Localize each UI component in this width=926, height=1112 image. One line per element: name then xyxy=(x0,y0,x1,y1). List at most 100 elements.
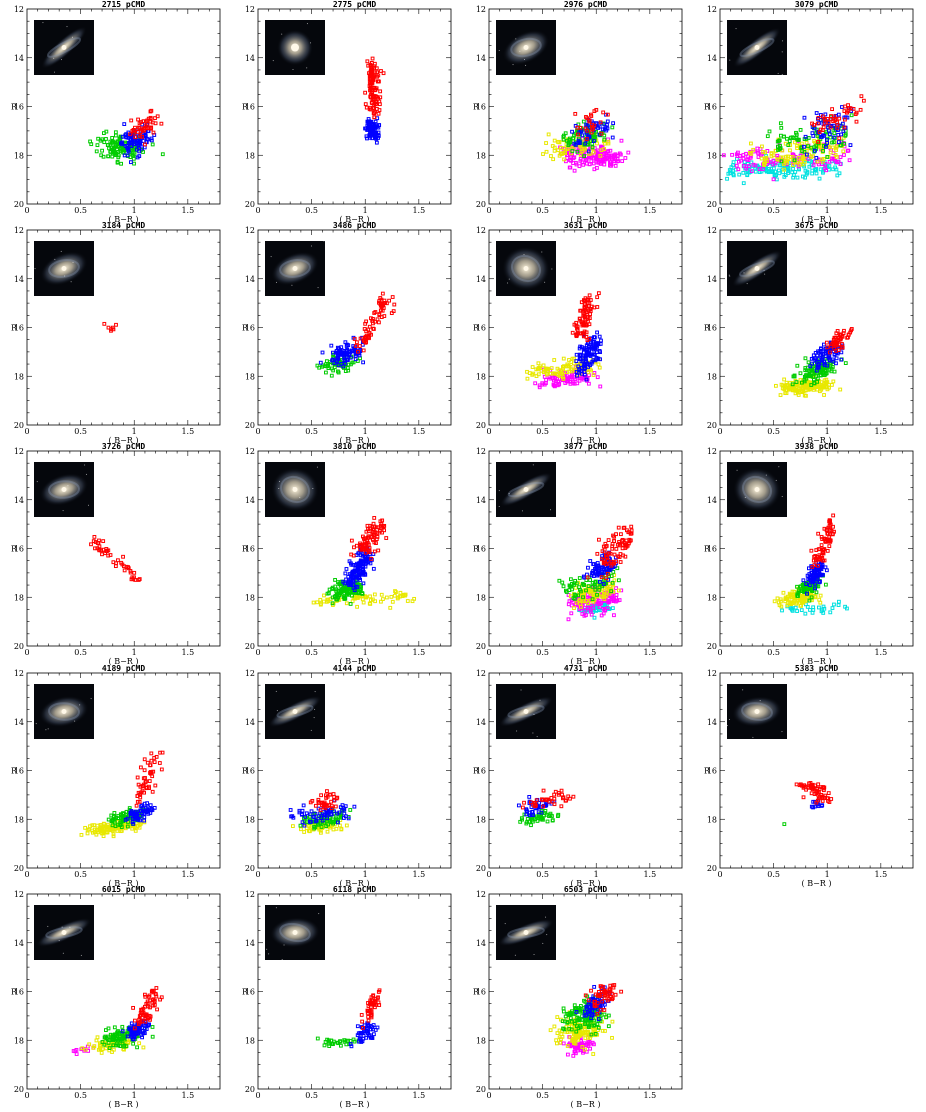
data-point xyxy=(369,88,374,93)
data-point xyxy=(160,152,165,157)
elliptical-galaxy-icon xyxy=(265,20,325,75)
data-point xyxy=(786,171,790,175)
y-tick-label: 12 xyxy=(14,5,24,14)
data-point xyxy=(111,149,116,154)
data-point xyxy=(577,141,582,145)
data-point xyxy=(589,114,594,118)
data-point xyxy=(106,154,110,159)
data-point xyxy=(121,146,125,151)
data-point xyxy=(369,69,373,74)
y-tick-label: 14 xyxy=(14,54,24,63)
panel-title: 2976 pCMD xyxy=(564,0,608,9)
data-point xyxy=(578,152,583,157)
data-point xyxy=(586,149,591,154)
x-tick-label: 0.5 xyxy=(74,206,87,215)
data-point xyxy=(604,153,609,158)
y-tick-label: 16 xyxy=(476,103,486,112)
data-point xyxy=(549,154,553,158)
data-point xyxy=(114,140,119,145)
data-point xyxy=(126,146,131,151)
data-point xyxy=(373,130,378,135)
data-point xyxy=(618,152,623,157)
data-point xyxy=(109,145,114,150)
x-axis-label: ( B−R ) xyxy=(109,215,139,224)
data-point xyxy=(377,108,382,112)
data-point xyxy=(544,149,549,154)
y-tick-label: 12 xyxy=(245,5,255,14)
data-point xyxy=(567,141,571,146)
y-tick-label: 20 xyxy=(707,200,717,209)
data-point xyxy=(552,145,557,150)
y-tick-label: 12 xyxy=(476,5,486,14)
data-point xyxy=(613,163,618,168)
data-point xyxy=(88,139,93,144)
y-tick-label: 16 xyxy=(14,103,24,112)
x-tick-label: 0.5 xyxy=(767,206,780,215)
data-point xyxy=(626,150,631,155)
data-point xyxy=(602,141,607,146)
y-tick-label: 20 xyxy=(476,200,486,209)
data-point xyxy=(567,165,572,170)
spiral-galaxy-icon xyxy=(496,20,556,75)
data-point xyxy=(569,154,574,159)
data-point xyxy=(591,127,595,131)
data-point xyxy=(148,109,153,114)
edge-spiral-galaxy-icon xyxy=(727,20,787,75)
data-point xyxy=(737,172,742,177)
data-point xyxy=(580,133,585,138)
data-point xyxy=(602,162,607,167)
data-point xyxy=(94,149,99,154)
series-blue xyxy=(363,116,382,145)
data-point xyxy=(150,120,155,125)
data-point xyxy=(557,153,562,158)
panel-title: 3079 pCMD xyxy=(795,0,839,9)
data-point xyxy=(606,139,611,144)
y-tick-label: 18 xyxy=(14,151,24,160)
data-point xyxy=(365,59,370,64)
data-point xyxy=(569,158,573,163)
data-point xyxy=(576,132,580,137)
data-point xyxy=(611,121,616,126)
data-point xyxy=(144,136,149,141)
data-point xyxy=(565,138,569,143)
data-point xyxy=(598,153,603,158)
data-point xyxy=(588,155,593,160)
data-point xyxy=(140,134,144,139)
data-point xyxy=(592,109,597,114)
data-point xyxy=(582,154,587,159)
data-point xyxy=(95,143,100,148)
data-point xyxy=(363,102,368,107)
data-point xyxy=(107,146,111,151)
data-point xyxy=(598,159,603,164)
data-point xyxy=(100,137,105,142)
data-point xyxy=(619,138,624,143)
data-point xyxy=(110,139,115,144)
y-tick-label: 14 xyxy=(707,54,717,63)
data-point xyxy=(372,95,377,99)
data-point xyxy=(131,134,135,139)
data-point xyxy=(599,148,604,153)
data-point xyxy=(597,132,602,137)
data-point xyxy=(150,142,155,147)
data-point xyxy=(102,131,106,135)
data-point xyxy=(583,126,588,131)
data-point xyxy=(584,115,588,119)
x-tick-label: 0 xyxy=(486,206,491,215)
x-tick-label: 1.5 xyxy=(181,206,194,215)
data-point xyxy=(599,152,604,156)
data-point xyxy=(132,142,137,147)
data-point xyxy=(149,108,154,113)
x-tick-label: 0 xyxy=(255,206,260,215)
data-point xyxy=(122,122,127,127)
data-point xyxy=(599,131,604,136)
y-axis-label: R xyxy=(11,103,18,112)
data-point xyxy=(368,120,373,125)
data-point xyxy=(133,135,138,140)
x-tick-label: 1 xyxy=(132,206,137,215)
data-point xyxy=(100,148,104,153)
data-point xyxy=(609,162,614,166)
data-point xyxy=(602,137,607,142)
data-point xyxy=(570,129,574,134)
data-point xyxy=(578,156,583,161)
